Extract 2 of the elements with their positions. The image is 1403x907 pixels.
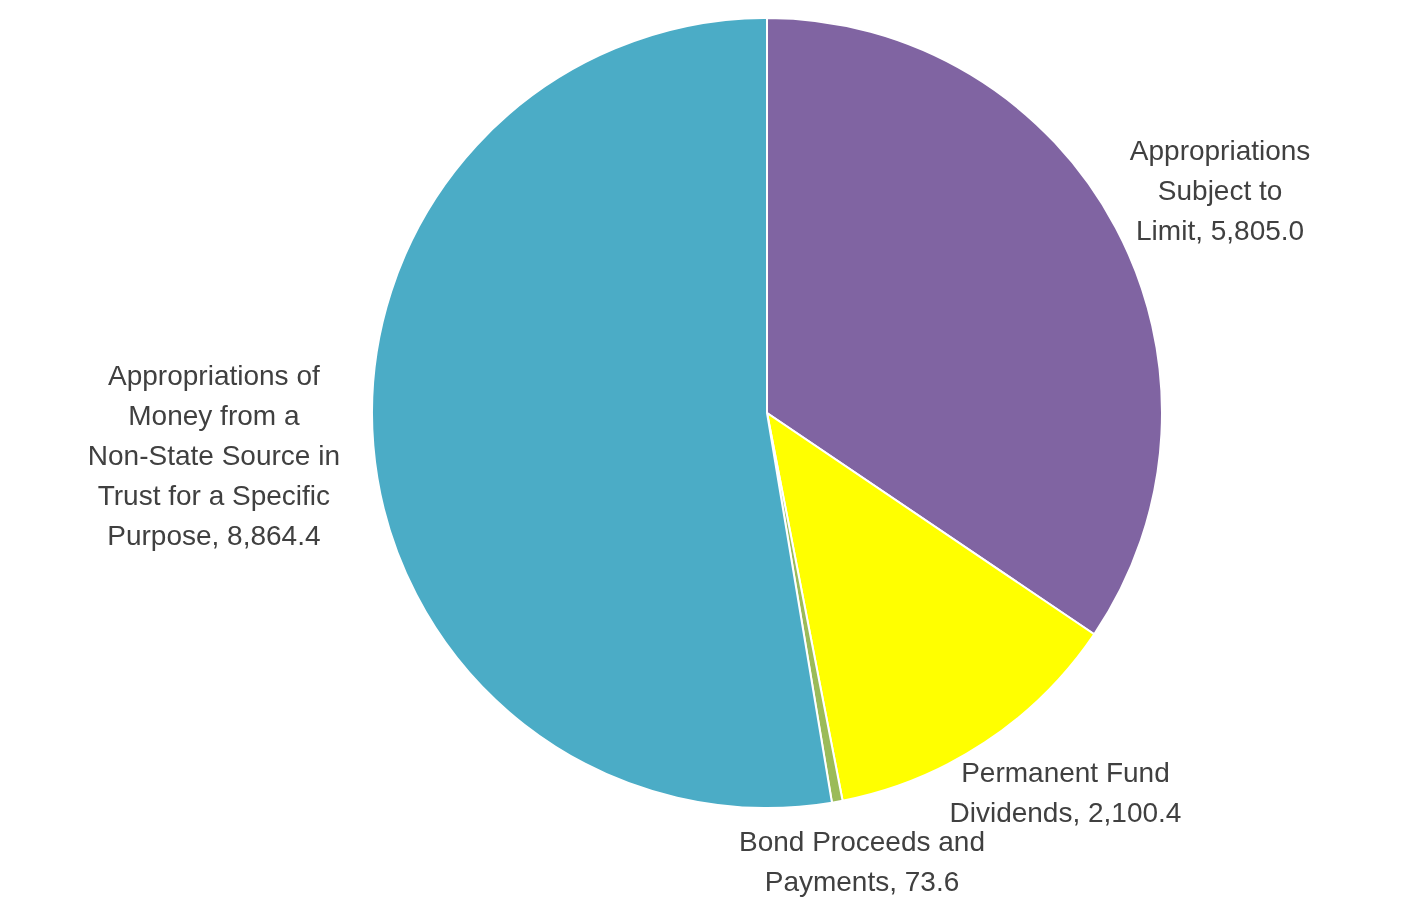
slice-label: Appropriations Subject to Limit, 5,805.0: [1129, 135, 1311, 247]
slice-label: Appropriations of Money from a Non-State Source in Trust for a Specific Purpose, 8,864.4: [87, 360, 340, 552]
